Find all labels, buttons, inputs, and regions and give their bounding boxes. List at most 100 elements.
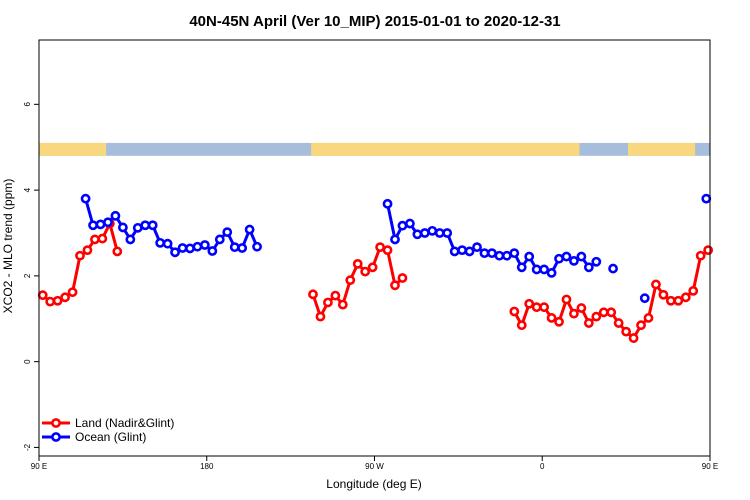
data-point [252,241,262,252]
y-tick-label: -2 [23,443,32,451]
data-point [583,262,594,273]
plot-frame [38,39,711,457]
legend-marker [51,418,61,428]
data-point [155,237,166,248]
chart-title: 40N-45N April (Ver 10_MIP) 2015-01-01 to… [189,13,560,30]
data-point [330,290,341,301]
data-point [75,250,85,261]
data-point [125,234,136,245]
series-layer [37,193,714,343]
data-point [412,229,423,240]
data-point [45,296,56,307]
data-point [237,243,248,253]
data-point [688,285,699,296]
data-point [449,246,460,257]
y-axis: -2 0 2 4 6 [23,102,39,451]
data-point [509,306,520,317]
series-ocean [80,193,712,304]
data-point [375,242,385,253]
series-land [37,218,714,343]
data-point [308,289,318,300]
data-point [546,267,557,278]
legend-label: Ocean (Glint) [75,430,146,444]
data-point [524,298,535,309]
land-band [311,142,580,156]
data-point [82,245,93,256]
data-point [569,255,579,266]
data-point [90,234,100,245]
y-tick-label: 2 [23,273,32,278]
data-point [88,220,98,231]
series-line [41,222,119,304]
data-point [229,242,240,253]
data-point [397,220,408,231]
data-point [97,233,108,244]
data-point [442,228,453,238]
x-tick-label: 180 [200,462,214,471]
data-point [185,243,195,254]
data-point [457,245,468,256]
data-point [576,303,587,313]
data-point [554,253,564,264]
data-point [531,302,542,313]
data-point [464,246,475,257]
data-point [405,218,415,229]
data-point [658,289,669,300]
x-axis: 90 E 180 90 W 0 90 E [31,456,718,471]
data-point [419,228,430,238]
data-point [554,316,564,327]
data-point [479,248,490,259]
y-tick-label: 0 [23,359,32,364]
data-point [315,311,326,322]
data-point [323,297,333,308]
data-point [613,318,624,328]
data-point [110,210,121,221]
data-point [665,295,676,306]
x-tick-label: 0 [540,462,545,471]
data-point [427,225,438,236]
land-band [627,142,696,156]
data-point [52,295,63,306]
x-axis-label: Longitude (deg E) [326,477,421,491]
data-point [598,307,609,318]
data-point [561,294,572,305]
data-point [345,275,356,286]
legend-marker [51,432,61,442]
series-line [512,248,710,340]
land-band [39,142,107,156]
data-point [222,227,233,238]
x-tick-label: 90 E [31,462,47,471]
data-point [367,262,378,273]
data-point [621,326,632,337]
data-point [531,264,542,275]
data-point [177,243,188,253]
data-point [487,248,497,259]
data-point [390,234,400,245]
data-point [516,262,527,273]
data-point [651,279,661,290]
data-point [397,273,408,283]
data-point [382,198,393,209]
data-point [673,295,684,306]
data-point [608,263,618,274]
data-point [695,250,706,261]
data-point [147,220,158,231]
data-point [569,308,579,319]
data-point [37,290,48,301]
data-point [67,287,78,298]
data-point [539,302,550,313]
data-point [95,219,106,230]
data-point [494,250,505,261]
data-point [434,228,445,238]
x-tick-label: 90 W [365,462,384,471]
y-axis-label: XCO2 - MLO trend (ppm) [1,179,15,314]
data-point [80,193,91,204]
data-point [170,247,180,258]
data-point [103,217,113,228]
data-point [576,251,587,262]
data-point [636,320,646,331]
data-point [244,224,255,235]
land-ocean-bar [39,142,710,156]
y-tick-label: 4 [23,187,32,192]
data-point [192,241,203,252]
